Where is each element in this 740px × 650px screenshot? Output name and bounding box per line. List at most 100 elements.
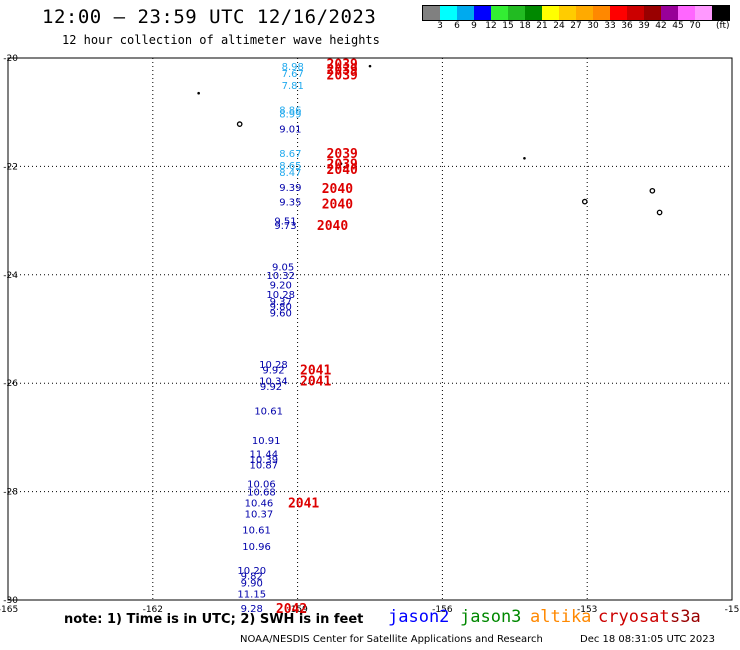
- wave-height-label: 8.47: [279, 168, 301, 179]
- time-label: 2039: [327, 68, 358, 83]
- wave-height-label: 9.80: [270, 302, 292, 313]
- wave-height-label: 8.98: [282, 62, 304, 73]
- wave-height-label: 10.46: [245, 498, 274, 509]
- wave-height-label: 10.28: [259, 360, 288, 371]
- time-label: 2040: [317, 219, 348, 234]
- legend-label: 3: [437, 21, 443, 31]
- legend-swatch: [610, 6, 627, 20]
- legend-swatch: [440, 6, 457, 20]
- wave-height-label: 10.68: [247, 488, 276, 499]
- wave-height-label: 10.32: [266, 271, 295, 282]
- x-tick-label: -153: [577, 605, 597, 615]
- legend-label: 12: [485, 21, 497, 31]
- legend-label: 21: [536, 21, 548, 31]
- wave-height-label: 10.87: [249, 461, 278, 472]
- color-legend: [422, 5, 730, 21]
- time-label: 2041: [300, 374, 331, 389]
- wave-height-label: 8.86: [279, 105, 301, 116]
- wave-height-label: 9.35: [279, 198, 301, 209]
- satellite-label-cryosat: cryosat: [598, 607, 670, 627]
- satellite-label-s3a: s3a: [670, 607, 701, 627]
- island-marker: [656, 209, 663, 216]
- legend-swatch: [593, 6, 610, 20]
- wave-height-label: 9.51: [274, 217, 296, 228]
- wave-height-label: 8.65: [279, 161, 301, 172]
- wave-height-label: 10.61: [254, 406, 283, 417]
- wave-height-label: 9.92: [260, 382, 282, 393]
- satellite-label-altika: altika: [530, 607, 592, 627]
- time-label: 2039: [327, 57, 358, 72]
- wave-height-label: 9.01: [279, 124, 301, 135]
- legend-label: 18: [519, 21, 531, 31]
- legend-label: 9: [471, 21, 477, 31]
- time-label: 2041: [288, 496, 319, 511]
- y-tick-label: -22: [3, 162, 18, 172]
- legend-label: 42: [655, 21, 667, 31]
- time-label: 2039: [327, 158, 358, 173]
- wave-height-label: 8.99: [279, 109, 301, 120]
- legend-swatch: [423, 6, 440, 20]
- wave-height-label: 9.60: [270, 309, 292, 320]
- island-marker: [649, 187, 656, 194]
- island-marker: [339, 162, 343, 165]
- wave-height-label: 10.28: [266, 290, 295, 301]
- wave-height-label: 11.15: [237, 589, 266, 600]
- y-tick-label: -30: [3, 596, 18, 606]
- legend-swatch: [627, 6, 644, 20]
- credit-timestamp: Dec 18 08:31:05 UTC 2023: [580, 634, 715, 645]
- wave-height-label: 10.61: [242, 526, 271, 537]
- wave-height-label: 11.44: [249, 450, 278, 461]
- wave-height-label: 9.90: [241, 579, 263, 590]
- legend-swatch: [559, 6, 576, 20]
- island-marker: [368, 64, 372, 68]
- legend-swatch: [712, 6, 729, 20]
- time-label: 2040: [327, 163, 358, 178]
- wave-height-label: 10.91: [252, 436, 281, 447]
- legend-swatch: [474, 6, 491, 20]
- legend-swatch: [491, 6, 508, 20]
- legend-label: 15: [502, 21, 514, 31]
- wave-height-label: 9.39: [279, 183, 301, 194]
- y-tick-label: -24: [3, 271, 18, 281]
- legend-label: 39: [638, 21, 650, 31]
- legend-swatch: [508, 6, 525, 20]
- legend-label: 27: [570, 21, 582, 31]
- wave-height-label: 7.81: [282, 81, 304, 92]
- legend-label: 30: [587, 21, 599, 31]
- legend-swatch: [661, 6, 678, 20]
- island-marker: [523, 156, 526, 160]
- wave-height-label: 10.20: [237, 566, 266, 577]
- wave-height-label: 9.82: [241, 572, 263, 583]
- y-tick-label: -28: [3, 488, 18, 498]
- time-label: 2040: [322, 182, 353, 197]
- wave-height-label: 9.37: [270, 297, 292, 308]
- wave-height-label: 9.73: [274, 221, 296, 232]
- credit-organization: NOAA/NESDIS Center for Satellite Applica…: [240, 634, 543, 645]
- x-tick-label: -159: [287, 605, 308, 615]
- time-label: 2042: [276, 602, 307, 617]
- time-label: 2041: [300, 364, 331, 379]
- y-tick-label: -26: [3, 379, 18, 389]
- legend-swatch: [542, 6, 559, 20]
- time-label: 2039: [327, 147, 358, 162]
- legend-swatch: [525, 6, 542, 20]
- legend-swatch: [644, 6, 661, 20]
- page-subtitle: 12 hour collection of altimeter wave hei…: [62, 33, 380, 47]
- legend-swatch: [695, 6, 712, 20]
- y-tick-label: -20: [3, 54, 18, 64]
- time-label: 2040: [322, 197, 353, 212]
- legend-unit: (ft): [716, 21, 730, 31]
- x-tick-label: -162: [143, 605, 163, 615]
- wave-height-label: 9.28: [241, 604, 263, 615]
- legend-swatch: [576, 6, 593, 20]
- legend-swatch: [678, 6, 695, 20]
- page-title: 12:00 — 23:59 UTC 12/16/2023: [42, 6, 377, 28]
- wave-height-label: 7.67: [282, 69, 304, 80]
- wave-height-label: 10.37: [245, 509, 274, 520]
- wave-height-label: 10.96: [242, 542, 271, 553]
- time-label: 2039: [327, 63, 358, 78]
- legend-label: 36: [621, 21, 633, 31]
- wave-height-label: 9.20: [270, 281, 292, 292]
- legend-swatch: [457, 6, 474, 20]
- x-tick-label: -156: [432, 605, 453, 615]
